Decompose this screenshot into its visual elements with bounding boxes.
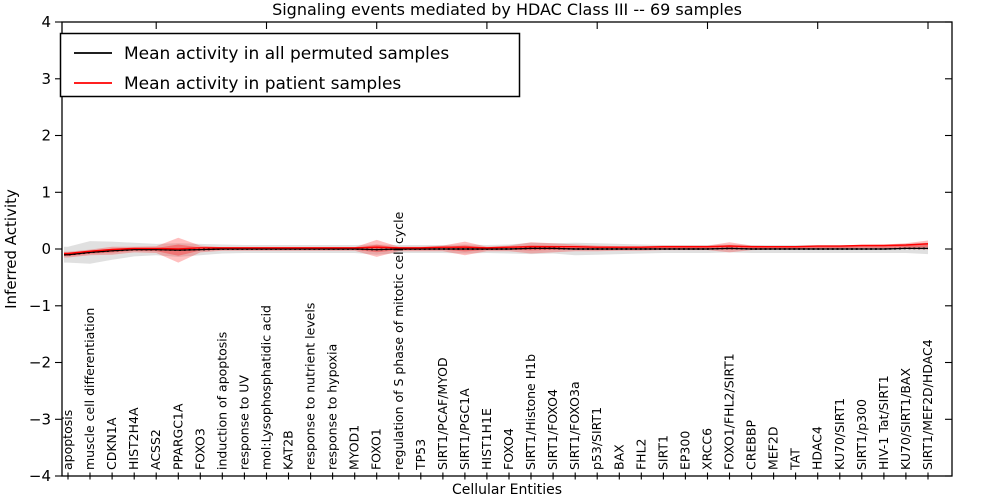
x-tick-label: FOXO4 bbox=[501, 428, 516, 470]
x-tick-label: SIRT1/MEF2D/HDAC4 bbox=[920, 339, 935, 470]
legend: Mean activity in all permuted samples Me… bbox=[59, 32, 521, 98]
y-tick-label: −4 bbox=[29, 467, 51, 485]
x-tick-label: HIV-1 Tat/SIRT1 bbox=[876, 375, 891, 470]
x-tick-label: EP300 bbox=[677, 431, 692, 470]
y-tick-label: −2 bbox=[29, 354, 51, 372]
x-tick-label: SIRT1/p300 bbox=[854, 399, 869, 470]
x-tick-label: SIRT1 bbox=[655, 435, 670, 470]
y-tick-label: −3 bbox=[29, 410, 51, 428]
x-tick-label: response to hypoxia bbox=[325, 344, 340, 470]
x-tick-label: CREBBP bbox=[744, 420, 759, 470]
permuted-mean-dotted-line bbox=[64, 247, 928, 256]
x-tick-label: HDAC4 bbox=[810, 426, 825, 470]
patient-mean-line bbox=[64, 243, 929, 255]
x-tick-label: muscle cell differentiation bbox=[82, 308, 97, 470]
x-tick-label: XRCC6 bbox=[700, 428, 715, 470]
x-tick-label: regulation of S phase of mitotic cell cy… bbox=[391, 211, 406, 470]
x-tick-label: ACSS2 bbox=[148, 429, 163, 470]
patient-spread-band bbox=[64, 237, 928, 263]
x-tick-label: response to nutrient levels bbox=[303, 303, 318, 470]
x-tick-label: KU70/SIRT1 bbox=[832, 398, 847, 470]
x-tick-label: apoptosis bbox=[60, 410, 75, 470]
x-tick-label: BAX bbox=[611, 444, 626, 470]
x-tick-label: induction of apoptosis bbox=[214, 332, 229, 470]
x-tick-label: MEF2D bbox=[766, 427, 781, 470]
legend-label-permuted: Mean activity in all permuted samples bbox=[124, 44, 449, 64]
x-axis-title: Cellular Entities bbox=[452, 482, 562, 498]
x-tick-label: TAT bbox=[788, 448, 803, 471]
x-tick-label: p53/SIRT1 bbox=[589, 407, 604, 470]
legend-label-patient: Mean activity in patient samples bbox=[124, 74, 401, 94]
x-tick-label: SIRT1/FOXO3a bbox=[567, 381, 582, 470]
x-tick-label: TP53 bbox=[413, 439, 428, 471]
legend-box bbox=[59, 32, 521, 98]
x-tick-label: KAT2B bbox=[281, 430, 296, 470]
x-tick-label: HIST2H4A bbox=[126, 407, 141, 470]
x-tick-label: FHL2 bbox=[633, 438, 648, 470]
y-tick-label: −1 bbox=[29, 297, 51, 315]
y-tick-label: 2 bbox=[41, 127, 51, 145]
x-tick-label: SIRT1/PGC1A bbox=[457, 388, 472, 470]
y-tick-label: 3 bbox=[41, 70, 51, 88]
y-axis-title: Inferred Activity bbox=[2, 189, 20, 309]
x-tick-label: KU70/SIRT1/BAX bbox=[898, 368, 913, 470]
y-tick-label: 4 bbox=[41, 13, 51, 31]
x-tick-label: HIST1H1E bbox=[479, 408, 494, 470]
axes-frame bbox=[61, 21, 953, 477]
x-tick-label: FOXO3 bbox=[192, 428, 207, 470]
x-tick-label: FOXO1 bbox=[369, 428, 384, 470]
x-tick-label: SIRT1/PCAF/MYOD bbox=[435, 357, 450, 470]
x-tick-label: PPARGC1A bbox=[170, 403, 185, 470]
chart-title: Signaling events mediated by HDAC Class … bbox=[272, 0, 742, 19]
x-tick-label: response to UV bbox=[236, 375, 251, 470]
x-tick-label: SIRT1/FOXO4 bbox=[545, 389, 560, 470]
plot-area: 4 3 2 1 0 −1 −2 −3 −4 apoptosis muscle cell differ… bbox=[29, 13, 952, 485]
x-tick-label: mol:Lysophosphatidic acid bbox=[259, 305, 274, 470]
x-tick-label: FOXO1/FHL2/SIRT1 bbox=[722, 353, 737, 470]
x-tick-label: CDKN1A bbox=[104, 417, 119, 470]
x-tick-label: MYOD1 bbox=[347, 425, 362, 470]
y-tick-label: 1 bbox=[41, 183, 51, 201]
x-tick-label: SIRT1/Histone H1b bbox=[523, 354, 538, 470]
y-tick-label: 0 bbox=[41, 240, 51, 258]
